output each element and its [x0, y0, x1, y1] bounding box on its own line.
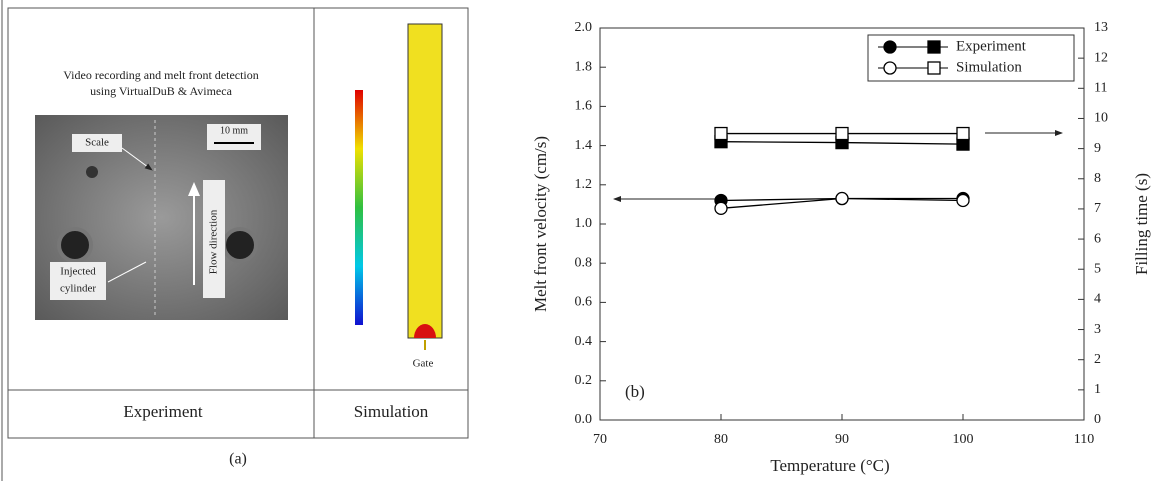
cylinder [57, 227, 93, 263]
color-bar [355, 90, 363, 325]
simulation-bar [407, 23, 443, 339]
y-tick-label: 2.0 [575, 20, 593, 35]
legend-marker [927, 40, 941, 54]
y-tick-label: 0.8 [575, 255, 593, 270]
y-tick-label: 1.0 [575, 216, 593, 231]
y2-tick-label: 2 [1094, 352, 1101, 367]
caption: (a) [229, 451, 247, 468]
y-tick-label: 1.6 [575, 99, 593, 114]
header: Video recording and melt front detection [63, 68, 259, 82]
legend-label: Simulation [956, 59, 1022, 75]
y2-tick-label: 3 [1094, 322, 1101, 337]
y-tick-label: 0.2 [575, 373, 593, 388]
legend-box [867, 34, 1075, 82]
scale-bar-label: 10 mm [220, 125, 248, 136]
y-tick-label: 1.2 [575, 177, 593, 192]
x-tick-label: 70 [593, 432, 607, 447]
panel-frame [7, 7, 469, 439]
y-tick-label: 0.4 [575, 334, 593, 349]
y2-tick-label: 12 [1094, 50, 1108, 65]
gate-label: Gate [413, 358, 434, 370]
annotation: (b) [625, 382, 645, 401]
panel-a: Video recording and melt front detection… [1, 0, 469, 481]
legend-marker [883, 40, 897, 54]
legend-marker [927, 61, 941, 75]
cylinder [222, 227, 258, 263]
point [714, 201, 728, 215]
x-tick-label: 90 [835, 432, 849, 447]
label-box [203, 180, 225, 298]
y-tick-label: 0.6 [575, 295, 593, 310]
column-label: Experiment [123, 402, 203, 421]
y-tick-label: 1.4 [575, 138, 593, 153]
x-tick-label: 100 [953, 432, 974, 447]
header: using VirtualDuB & Avimeca [90, 84, 232, 98]
label-box [72, 134, 122, 152]
y2-tick-label: 9 [1094, 141, 1101, 156]
x-axis-label: Temperature (°C) [770, 456, 889, 475]
y2-tick-label: 10 [1094, 111, 1108, 126]
y2-tick-label: 11 [1094, 81, 1107, 96]
label-box [207, 124, 261, 150]
y-tick-label: 1.8 [575, 59, 593, 74]
cylinder-label: cylinder [60, 283, 96, 295]
cylinder-label: Injected [60, 266, 96, 278]
point [835, 126, 849, 141]
gate-region [414, 324, 436, 338]
pointer [121, 147, 153, 171]
column-label: Simulation [354, 402, 429, 421]
y2-tick-label: 13 [1094, 20, 1108, 35]
y2-tick-label: 5 [1094, 261, 1101, 276]
y2-axis-label: Filling time (s) [1132, 173, 1151, 275]
y2-tick-label: 4 [1094, 292, 1101, 307]
point [956, 193, 970, 208]
y-axis-label: Melt front velocity (cm/s) [531, 136, 550, 312]
plot-frame [599, 27, 1085, 421]
pointer [107, 261, 147, 283]
y2-tick-label: 1 [1094, 382, 1101, 397]
point [956, 126, 970, 141]
legend-label: Experiment [956, 38, 1027, 54]
y2-tick-label: 0 [1094, 412, 1101, 427]
point [835, 191, 849, 206]
flow-label: Flow direction [208, 209, 220, 274]
flow-arrow-head [188, 182, 200, 196]
y-tick-label: 0.0 [575, 412, 593, 427]
legend-marker [883, 61, 897, 75]
y2-tick-label: 7 [1094, 201, 1101, 216]
point [714, 126, 728, 141]
y2-tick-label: 8 [1094, 171, 1101, 186]
x-tick-label: 110 [1074, 432, 1094, 447]
label-box [50, 262, 106, 300]
y2-tick-label: 6 [1094, 231, 1101, 246]
hole [86, 166, 98, 178]
scale-label: Scale [85, 137, 109, 149]
x-tick-label: 80 [714, 432, 728, 447]
